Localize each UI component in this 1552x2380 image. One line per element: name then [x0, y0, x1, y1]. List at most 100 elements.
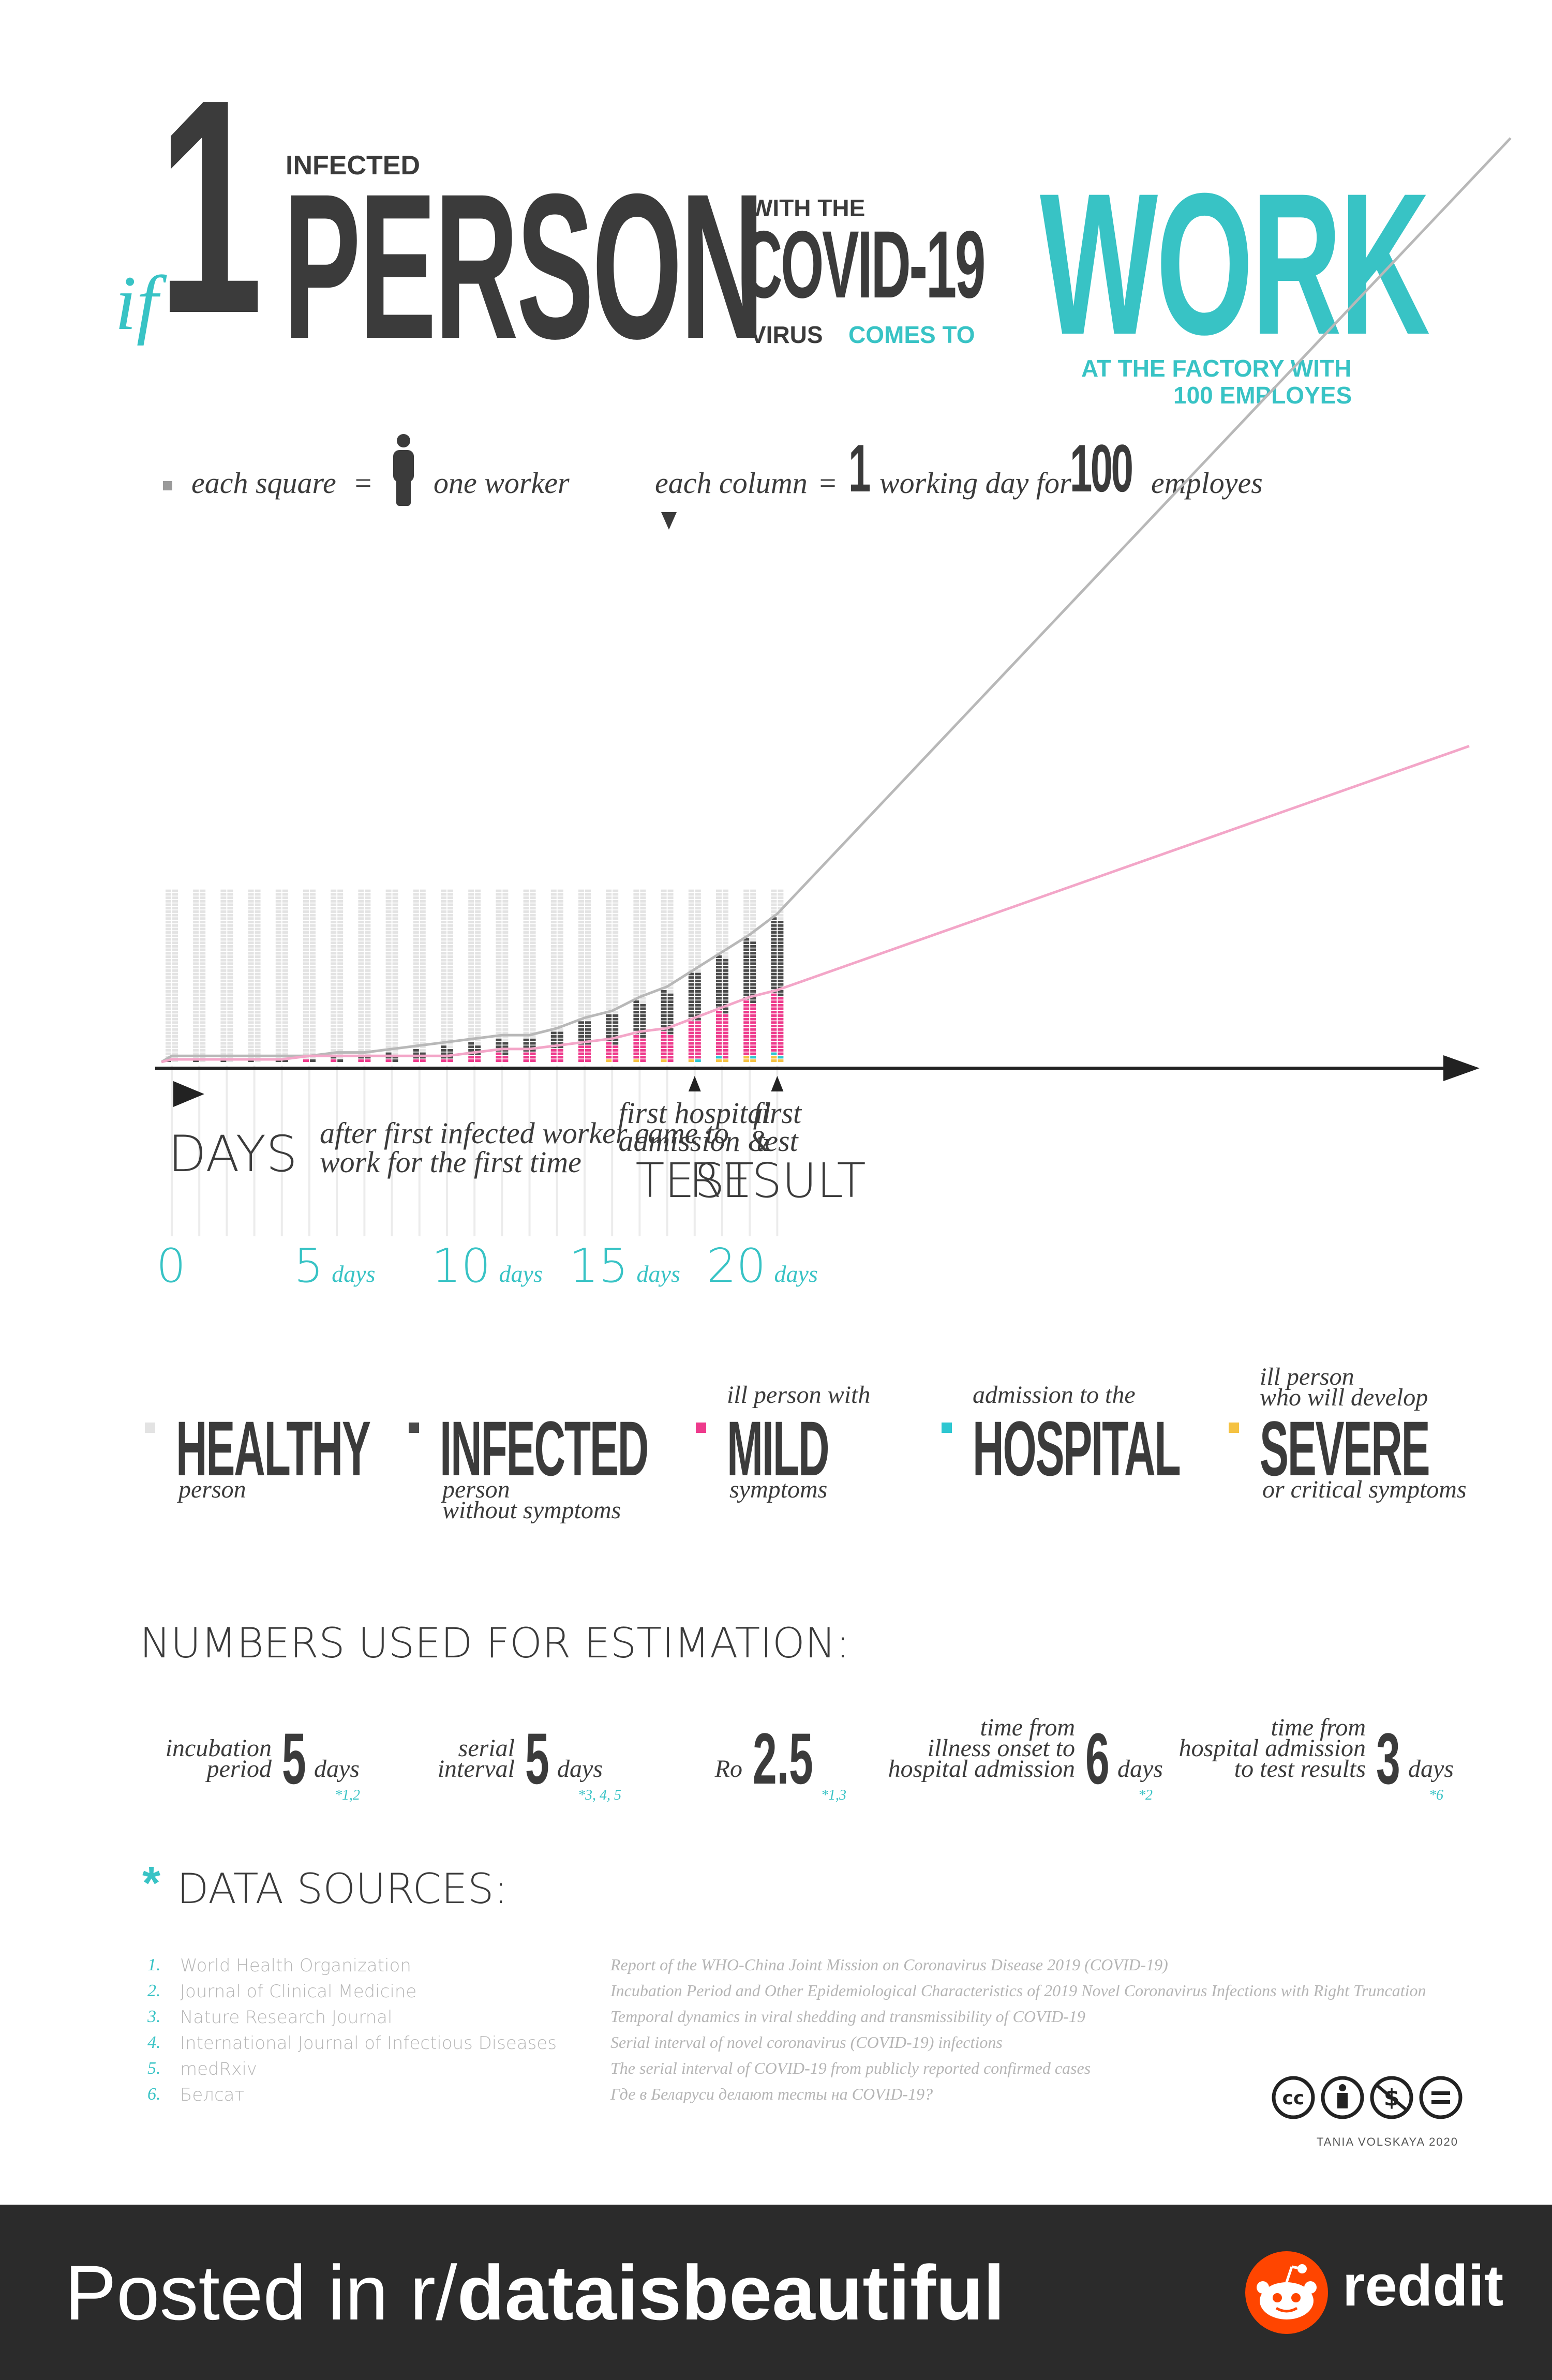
square-healthy	[530, 976, 536, 979]
square-healthy	[420, 948, 426, 951]
square-healthy	[392, 993, 398, 996]
mild-trend-curve	[161, 744, 1470, 1064]
square-healthy	[220, 1000, 227, 1004]
square-mild	[633, 1049, 639, 1052]
square-healthy	[771, 907, 777, 910]
square-healthy	[778, 889, 784, 892]
square-healthy	[613, 917, 619, 920]
source-number: 4.	[147, 2033, 161, 2052]
square-healthy	[633, 914, 639, 917]
square-mild	[778, 1045, 784, 1049]
square-healthy	[688, 914, 694, 917]
square-mild	[778, 1011, 784, 1014]
estimate-label: hospital admission	[888, 1755, 1075, 1783]
square-healthy	[365, 962, 371, 965]
square-infected	[695, 1000, 701, 1004]
square-infected	[688, 1014, 694, 1017]
square-healthy	[550, 893, 557, 896]
square-healthy	[193, 955, 199, 958]
square-healthy	[227, 945, 233, 948]
square-healthy	[475, 1035, 481, 1038]
square-healthy	[475, 941, 481, 945]
square-infected	[667, 1028, 674, 1031]
square-healthy	[275, 990, 281, 993]
source-title[interactable]: Где в Беларуси делают тесты на COVID-19?	[610, 2085, 933, 2103]
square-healthy	[688, 952, 694, 955]
square-healthy	[227, 900, 233, 903]
square-healthy	[303, 910, 309, 913]
square-mild	[523, 1052, 529, 1055]
square-healthy	[303, 948, 309, 951]
square-healthy	[365, 983, 371, 986]
source-title[interactable]: Report of the WHO-China Joint Mission on…	[610, 1955, 1168, 1974]
square-healthy	[716, 917, 722, 920]
square-healthy	[303, 1004, 309, 1007]
square-mild	[695, 1045, 701, 1049]
square-healthy	[220, 1011, 227, 1014]
square-healthy	[530, 1021, 536, 1024]
square-infected	[723, 962, 728, 965]
square-mild	[771, 1028, 777, 1031]
square-healthy	[193, 1052, 199, 1055]
source-title[interactable]: Incubation Period and Other Epidemiologi…	[610, 1981, 1426, 2000]
square-infected	[695, 986, 701, 990]
square-healthy	[227, 948, 233, 951]
square-healthy	[303, 927, 309, 931]
square-healthy	[557, 910, 563, 913]
square-healthy	[303, 959, 309, 962]
square-mild	[578, 1056, 584, 1059]
square-healthy	[496, 889, 502, 892]
square-healthy	[441, 1035, 446, 1038]
square-healthy	[358, 993, 364, 996]
square-healthy	[441, 983, 446, 986]
square-healthy	[550, 1017, 557, 1021]
x-tick-unit: days	[636, 1261, 680, 1287]
square-infected	[778, 966, 784, 969]
square-healthy	[365, 1007, 371, 1010]
square-healthy	[475, 914, 481, 917]
square-healthy	[502, 1017, 509, 1021]
square-healthy	[578, 972, 584, 976]
square-healthy	[166, 983, 171, 986]
source-number: 2.	[147, 1981, 161, 2000]
square-healthy	[392, 983, 398, 986]
source-title[interactable]: The serial interval of COVID-19 from pub…	[610, 2059, 1091, 2077]
title-one: 1	[158, 36, 263, 377]
source-title[interactable]: Serial interval of novel coronavirus (CO…	[610, 2033, 1003, 2052]
square-healthy	[255, 948, 261, 951]
square-healthy	[447, 896, 453, 900]
square-infected	[778, 934, 784, 937]
square-mild	[640, 1045, 646, 1049]
square-healthy	[337, 1042, 344, 1045]
square-healthy	[667, 945, 674, 948]
reddit-logo-icon[interactable]	[1244, 2250, 1330, 2336]
square-healthy	[248, 945, 254, 948]
square-healthy	[441, 893, 446, 896]
square-healthy	[385, 1035, 392, 1038]
square-healthy	[166, 959, 171, 962]
square-healthy	[282, 1014, 288, 1017]
square-healthy	[303, 1021, 309, 1024]
square-healthy	[303, 893, 309, 896]
square-healthy	[310, 1042, 316, 1045]
square-healthy	[310, 962, 316, 965]
square-healthy	[282, 900, 288, 903]
square-healthy	[633, 966, 639, 969]
square-healthy	[585, 921, 591, 923]
source-title[interactable]: Temporal dynamics in viral shedding and …	[610, 2007, 1085, 2026]
square-healthy	[337, 917, 344, 920]
annotation-text: first	[753, 1096, 802, 1130]
square-infected	[413, 1052, 419, 1055]
square-healthy	[282, 1035, 288, 1038]
square-infected	[606, 1031, 612, 1035]
square-mild	[688, 1025, 694, 1027]
square-healthy	[413, 1038, 419, 1041]
square-healthy	[310, 966, 316, 969]
square-healthy	[331, 1011, 337, 1014]
square-healthy	[778, 903, 784, 906]
estimate-unit: days	[1408, 1755, 1454, 1783]
square-healthy	[578, 900, 584, 903]
title-virus: VIRUS	[750, 321, 823, 348]
square-healthy	[550, 945, 557, 948]
footer-subreddit[interactable]: dataisbeautiful	[457, 2249, 1005, 2336]
